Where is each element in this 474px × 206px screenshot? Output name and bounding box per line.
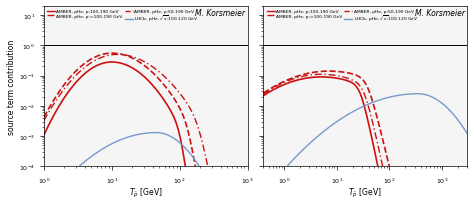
Text: M. Korsmeier: M. Korsmeier: [415, 8, 465, 18]
Legend: AMBER, pHe, p:100-190 GeV, AMBER, pHe, p:>100-190 GeV, AMBER, pHe, p:50-190 GeV,: AMBER, pHe, p:100-190 GeV, AMBER, pHe, p…: [265, 9, 419, 25]
Legend: AMBER, pHe, p:100-190 GeV, AMBER, pHe, p:>100-190 GeV, AMBER, pHe, p:50-190 GeV,: AMBER, pHe, p:100-190 GeV, AMBER, pHe, p…: [46, 9, 199, 25]
X-axis label: $T_{\bar{p}}$ [GeV]: $T_{\bar{p}}$ [GeV]: [129, 186, 163, 199]
Y-axis label: source term contribution: source term contribution: [7, 39, 16, 134]
Text: M. Korsmeier: M. Korsmeier: [195, 8, 246, 18]
X-axis label: $T_{\bar{p}}$ [GeV]: $T_{\bar{p}}$ [GeV]: [348, 186, 382, 199]
